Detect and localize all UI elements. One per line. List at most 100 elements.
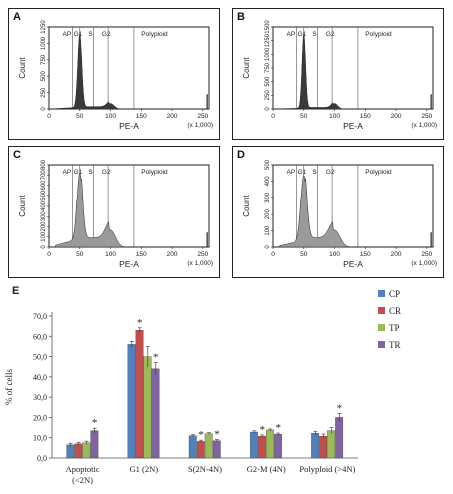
y-tick-label: 1250	[265, 33, 271, 47]
y-tick-label: 700	[41, 170, 47, 181]
x-tick-label: S(2N-4N)	[188, 464, 222, 474]
y-tick-label: 300	[41, 211, 47, 222]
significance-marker: *	[198, 429, 204, 441]
x-tick-label: 250	[421, 113, 432, 120]
panel-letter: E	[12, 285, 19, 297]
gate-label: G2	[326, 31, 335, 38]
x-tick-label: 250	[421, 251, 432, 258]
bar-tp	[204, 433, 213, 459]
gate-label: G2	[326, 169, 335, 176]
histogram-panel-b: B AP G1 S G2 Polyploid 0 250 500 750 1000 1250 1500…	[232, 8, 444, 140]
histogram-panel-a: A AP G1 S G2 Polyploid 0 250 500 750 1000 1250 Coun…	[8, 8, 220, 140]
bar-cp	[250, 431, 258, 459]
x-tick-label: 150	[136, 113, 147, 120]
x-unit-label: (x 1,000)	[411, 122, 437, 129]
bar-tr	[212, 440, 221, 459]
x-tick-label: Apoptotic	[66, 464, 100, 474]
x-tick-label: 50	[300, 251, 308, 258]
bar-cr	[74, 443, 83, 459]
bar-tp	[266, 429, 274, 459]
x-tick-label: 200	[167, 251, 178, 258]
bar-cp	[127, 344, 136, 459]
bar-cp	[66, 444, 75, 459]
y-tick-label: 70,0	[33, 312, 47, 321]
panel-letter: A	[13, 11, 21, 23]
x-tick-label: Polyploid (>4N)	[299, 464, 355, 474]
gate-label: G1	[298, 169, 307, 176]
significance-marker: *	[92, 417, 98, 429]
y-tick-label: 100	[265, 225, 271, 236]
panel-letter: D	[237, 149, 245, 161]
y-tick-label: 600	[41, 180, 47, 191]
y-tick-label: 250	[41, 87, 47, 98]
panel-letter: C	[13, 149, 21, 161]
x-tick-label: 0	[271, 251, 275, 258]
histogram-svg: AP G1 S G2 Polyploid 0 100 200 300 400 500 Count 0 50…	[242, 159, 437, 269]
x-tick-label: G1 (2N)	[130, 464, 159, 474]
y-tick-label: 1000	[41, 36, 47, 50]
y-axis-label: % of cells	[4, 369, 14, 405]
histogram-area	[49, 172, 206, 248]
y-tick-label: 0	[41, 107, 47, 111]
bar-cr	[319, 435, 328, 459]
significance-marker: *	[259, 424, 265, 436]
legend-label: CR	[389, 306, 401, 316]
histogram-panel-d: D AP G1 S G2 Polyploid 0 100 200 300 400 500 Count 0…	[232, 146, 444, 278]
bar-tp	[327, 430, 336, 459]
panel-letter: B	[237, 11, 245, 23]
y-tick-label: 250	[265, 90, 271, 101]
y-tick-label: 0	[41, 245, 47, 249]
legend-swatch	[378, 341, 385, 348]
x-axis-label: PE-A	[119, 121, 139, 131]
y-tick-label: 0,0	[37, 454, 47, 463]
bar-tr	[151, 368, 160, 459]
gate-label: G2	[102, 31, 111, 38]
y-tick-label: 200	[265, 209, 271, 220]
gate-label: G1	[298, 31, 307, 38]
x-axis-label: PE-A	[343, 121, 363, 131]
bar-cp	[188, 435, 197, 459]
y-tick-label: 1500	[265, 20, 271, 34]
gate-label: Polyploid	[365, 31, 392, 38]
x-tick-label: (<2N)	[72, 475, 93, 485]
y-tick-label: 800	[41, 159, 47, 170]
gate-label: AP	[63, 31, 72, 38]
x-unit-label: (x 1,000)	[187, 122, 213, 129]
y-tick-label: 500	[265, 159, 271, 170]
y-axis-label: Count	[18, 57, 27, 79]
y-tick-label: 1250	[41, 20, 47, 34]
y-tick-label: 10,0	[33, 434, 47, 443]
x-tick-label: 200	[167, 113, 178, 120]
y-axis-label: Count	[242, 57, 251, 79]
histogram-svg: AP G1 S G2 Polyploid 0 250 500 750 1000 1250 Count 0…	[18, 20, 213, 131]
gate-label: S	[312, 169, 317, 176]
histogram-area	[49, 33, 206, 110]
y-tick-label: 300	[265, 192, 271, 203]
bar-cp	[311, 433, 320, 459]
y-tick-label: 30,0	[33, 393, 47, 402]
y-tick-label: 20,0	[33, 413, 47, 422]
x-axis-label: PE-A	[343, 259, 363, 269]
gate-label: Polyploid	[141, 31, 168, 38]
bar-tp	[82, 442, 91, 459]
y-tick-label: 750	[41, 54, 47, 65]
legend-label: TR	[389, 340, 401, 350]
bar-chart-e: E 0,0 10,0 20,0 30,0 40,0 50,0 60,0 70,0 % of cel…	[4, 285, 401, 485]
x-unit-label: (x 1,000)	[411, 260, 437, 267]
legend-label: TP	[389, 323, 400, 333]
bar-tp	[143, 356, 152, 459]
x-tick-label: 250	[197, 113, 208, 120]
gate-label: S	[312, 31, 317, 38]
y-tick-label: 60,0	[33, 332, 47, 341]
x-tick-label: 150	[136, 251, 147, 258]
plot-frame	[48, 26, 210, 110]
y-tick-label: 40,0	[33, 373, 47, 382]
gate-label: G1	[74, 31, 83, 38]
x-tick-label: 0	[47, 113, 51, 120]
x-tick-label: 100	[105, 113, 116, 120]
significance-marker: *	[137, 317, 143, 329]
x-tick-label: 50	[300, 113, 308, 120]
gate-label: Polyploid	[141, 169, 168, 176]
histogram-svg: AP G1 S G2 Polyploid0250500750100012501500Co…	[242, 20, 437, 131]
significance-marker: *	[337, 402, 343, 414]
